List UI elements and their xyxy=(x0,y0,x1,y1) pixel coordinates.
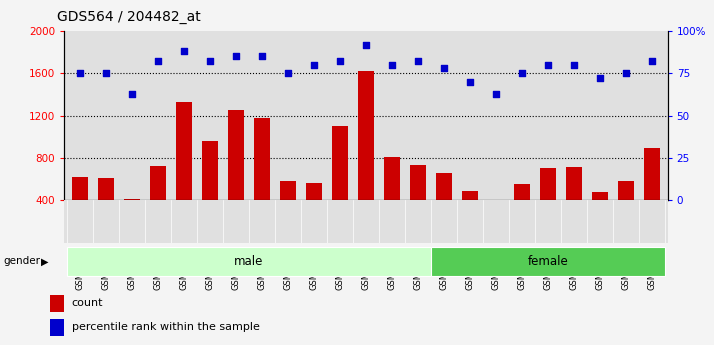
Bar xyxy=(50,295,64,312)
Point xyxy=(334,59,346,64)
Bar xyxy=(72,177,88,242)
Point xyxy=(438,66,450,71)
Bar xyxy=(566,167,582,242)
Point xyxy=(230,54,241,59)
Point xyxy=(594,76,605,81)
Bar xyxy=(618,181,634,242)
Text: ▶: ▶ xyxy=(41,256,49,266)
Bar xyxy=(514,184,530,242)
Text: female: female xyxy=(528,255,568,268)
Point xyxy=(282,71,293,76)
Bar xyxy=(384,157,400,242)
Point xyxy=(464,79,476,85)
Bar xyxy=(488,200,504,242)
Point xyxy=(256,54,268,59)
Point xyxy=(386,62,398,68)
Bar xyxy=(306,183,322,242)
Point xyxy=(360,42,371,47)
Text: percentile rank within the sample: percentile rank within the sample xyxy=(71,323,259,333)
Point xyxy=(126,91,138,96)
Bar xyxy=(176,102,191,242)
Text: gender: gender xyxy=(4,256,41,266)
Text: male: male xyxy=(234,255,263,268)
Bar xyxy=(280,181,296,242)
Point xyxy=(542,62,553,68)
Point xyxy=(412,59,423,64)
Text: GDS564 / 204482_at: GDS564 / 204482_at xyxy=(57,10,201,24)
Bar xyxy=(67,247,431,276)
Bar xyxy=(150,166,166,242)
Bar xyxy=(50,319,64,336)
Bar xyxy=(124,199,140,242)
Bar xyxy=(436,172,452,242)
Point xyxy=(204,59,216,64)
Bar xyxy=(462,190,478,242)
Bar xyxy=(332,126,348,242)
Bar xyxy=(410,165,426,242)
Point xyxy=(568,62,580,68)
Point xyxy=(620,71,632,76)
Bar xyxy=(592,191,608,242)
Bar xyxy=(431,247,665,276)
Point xyxy=(178,49,190,54)
Bar xyxy=(228,110,243,242)
Bar xyxy=(202,141,218,242)
Point xyxy=(491,91,502,96)
Point xyxy=(646,59,658,64)
Bar xyxy=(358,71,373,242)
Point xyxy=(516,71,528,76)
Bar xyxy=(254,118,270,242)
Point xyxy=(74,71,86,76)
Text: count: count xyxy=(71,298,103,308)
Point xyxy=(152,59,164,64)
Point xyxy=(100,71,111,76)
Point xyxy=(308,62,320,68)
Bar xyxy=(98,178,114,242)
Bar xyxy=(644,148,660,242)
Bar xyxy=(540,168,555,242)
